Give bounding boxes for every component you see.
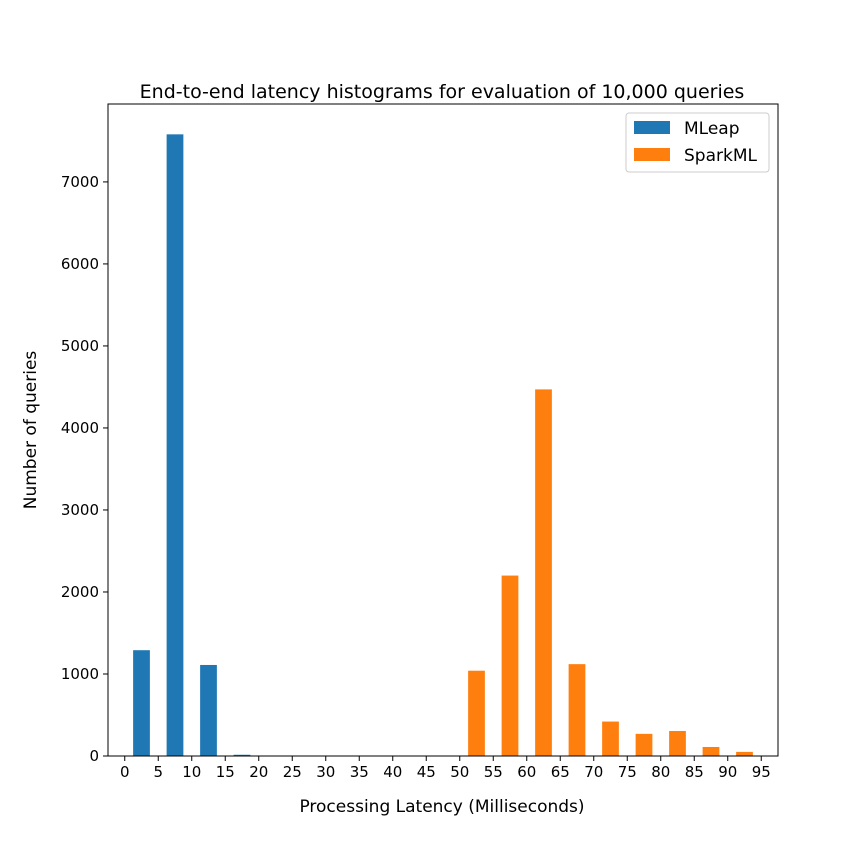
bar-mleap-5 [166, 134, 184, 756]
x-tick-label-0: 0 [120, 763, 130, 781]
x-tick-label-80: 80 [651, 763, 670, 781]
bar-mleap-10 [200, 664, 217, 756]
y-axis-label: Number of queries [21, 351, 41, 510]
legend-label-mleap: MLeap [684, 119, 740, 139]
x-tick-label-70: 70 [584, 763, 603, 781]
bars-layer [133, 134, 753, 756]
y-tick-label-5000: 5000 [61, 337, 99, 355]
y-tick-label-1000: 1000 [61, 665, 99, 683]
bar-sparkml-80 [669, 730, 686, 756]
x-tick-label-5: 5 [153, 763, 163, 781]
legend: MLeap SparkML [625, 112, 770, 173]
y-tick-label-3000: 3000 [61, 501, 99, 519]
x-tick-label-45: 45 [417, 763, 436, 781]
bar-sparkml-50 [468, 670, 485, 756]
x-tick-label-85: 85 [685, 763, 704, 781]
y-tick-label-4000: 4000 [61, 419, 99, 437]
x-tick-label-90: 90 [718, 763, 737, 781]
bar-sparkml-75 [635, 733, 653, 756]
x-tick-label-75: 75 [618, 763, 637, 781]
x-tick-label-40: 40 [383, 763, 402, 781]
bar-mleap-15 [233, 754, 251, 756]
y-axis-ticks: 0 1000 2000 3000 4000 5000 6000 7000 [61, 173, 108, 765]
bar-sparkml-70 [602, 721, 619, 756]
bar-sparkml-60 [535, 389, 552, 756]
plot-frame [107, 103, 779, 757]
x-tick-label-10: 10 [182, 763, 201, 781]
bar-sparkml-55 [501, 575, 519, 756]
y-tick-label-0: 0 [89, 747, 99, 765]
x-axis-ticks: 0 5 10 15 20 25 30 35 40 45 50 55 60 65 70 75 80 85 90 95 [120, 756, 771, 781]
legend-swatch-sparkml [634, 148, 670, 161]
x-tick-label-25: 25 [283, 763, 302, 781]
x-tick-label-55: 55 [484, 763, 503, 781]
bar-mleap-0 [133, 650, 150, 756]
x-tick-label-35: 35 [350, 763, 369, 781]
y-tick-label-7000: 7000 [61, 173, 99, 191]
x-tick-label-50: 50 [450, 763, 469, 781]
legend-label-sparkml: SparkML [684, 146, 758, 166]
x-tick-label-65: 65 [551, 763, 570, 781]
bar-sparkml-90 [736, 751, 753, 756]
x-tick-label-20: 20 [249, 763, 268, 781]
x-tick-label-30: 30 [316, 763, 335, 781]
chart-title: End-to-end latency histograms for evalua… [140, 81, 745, 103]
x-axis-label: Processing Latency (Milliseconds) [299, 797, 584, 817]
bar-sparkml-85 [702, 746, 720, 756]
x-tick-label-95: 95 [752, 763, 771, 781]
y-tick-label-6000: 6000 [61, 255, 99, 273]
x-tick-label-15: 15 [216, 763, 235, 781]
x-tick-label-60: 60 [517, 763, 536, 781]
y-tick-label-2000: 2000 [61, 583, 99, 601]
bar-sparkml-65 [568, 664, 586, 756]
legend-swatch-mleap [634, 121, 670, 134]
